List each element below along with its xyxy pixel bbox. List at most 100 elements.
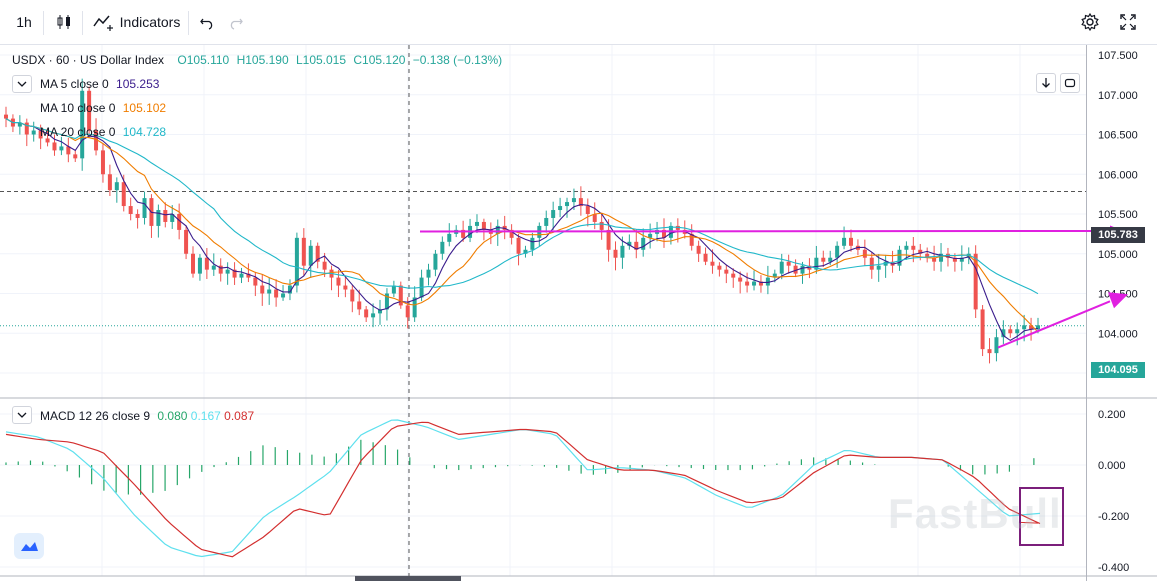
candle-body (211, 265, 216, 270)
candle-body (31, 130, 36, 135)
candle-body (301, 237, 306, 266)
macd-line (5, 419, 1041, 558)
macd-axis-tick: -0.400 (1098, 562, 1129, 574)
candle-body (315, 245, 320, 262)
chevron-down-icon (17, 81, 27, 87)
ma20-label: MA 20 close 0 (40, 125, 116, 139)
candle-body (461, 229, 466, 238)
undo-button[interactable] (195, 8, 219, 36)
candle-body (336, 277, 341, 286)
candle-body (724, 269, 729, 274)
candle-body (447, 233, 452, 242)
candle-body (253, 277, 258, 286)
candle-body (218, 265, 223, 274)
fullscreen-button[interactable] (1114, 8, 1142, 36)
price-axis-tick: 107.000 (1098, 90, 1138, 102)
indicators-icon (93, 15, 113, 31)
candle-body (1001, 329, 1006, 338)
gear-icon (1081, 12, 1099, 32)
candle-body (592, 214, 597, 222)
candle-body (495, 225, 500, 234)
macd-label: MACD 12 26 close 9 (40, 409, 151, 423)
indicators-button[interactable]: Indicators (88, 8, 184, 36)
collapse-macd-button[interactable] (12, 406, 32, 424)
candle-body (412, 297, 417, 318)
collapse-indicators-button[interactable] (12, 75, 32, 93)
candle-body (932, 257, 937, 262)
candle-body (267, 289, 272, 294)
candle-body (641, 237, 646, 250)
candle-body (350, 289, 355, 302)
candle-body (752, 281, 757, 286)
candle-body (828, 257, 833, 262)
candle-body (163, 210, 168, 222)
candle-body (703, 253, 708, 262)
candle-body (440, 241, 445, 254)
candle-body (1022, 325, 1027, 330)
ma10-legend: MA 10 close 0 105.102 (40, 101, 166, 115)
candle-body (1029, 325, 1034, 330)
candle-body (274, 289, 279, 298)
time-axis-highlight (355, 576, 461, 581)
candle-body (835, 245, 840, 258)
ma20-line (5, 118, 1039, 295)
candle-body (114, 182, 119, 191)
candle-body (675, 225, 680, 230)
candle-body (606, 229, 611, 250)
top-toolbar: 1h Indicators (0, 0, 1157, 45)
candle-body (516, 237, 521, 254)
candle-body (38, 130, 43, 139)
candle-body (772, 273, 777, 278)
candle-body (59, 146, 64, 151)
macd-axis-tick: 0.200 (1098, 409, 1126, 421)
candle-body (17, 122, 22, 127)
settings-button[interactable] (1076, 8, 1104, 36)
candle-body (571, 198, 576, 203)
chart-style-button[interactable] (50, 8, 78, 36)
candle-body (599, 221, 604, 230)
candle-body (142, 198, 147, 218)
macd-legend: MACD 12 26 close 9 0.080 0.167 0.087 (40, 409, 254, 423)
candle-body (225, 269, 230, 274)
candle-body (433, 253, 438, 270)
candle-body (523, 249, 528, 254)
ma20-value: 104.728 (122, 125, 167, 139)
ma5-label: MA 5 close 0 (40, 77, 109, 91)
candle-body (689, 233, 694, 246)
redo-button[interactable] (224, 8, 248, 36)
scroll-down-button[interactable] (1036, 73, 1056, 93)
candle-body (177, 214, 182, 230)
candle-body (73, 154, 78, 159)
candle-body (121, 182, 126, 207)
candle-body (918, 249, 923, 254)
candle-body (925, 253, 930, 258)
candle-body (661, 229, 666, 238)
candle-body (1008, 329, 1013, 334)
candle-body (80, 90, 85, 159)
candle-body (911, 245, 916, 250)
macd-axis-tick: -0.200 (1098, 511, 1129, 523)
horizontal-ray-line (419, 229, 1113, 233)
chevron-down-icon (17, 412, 27, 418)
signal-marker (1019, 521, 1039, 524)
candle-body (481, 221, 486, 230)
candle-body (128, 206, 133, 214)
toolbar-divider (43, 11, 44, 35)
candle-body (862, 249, 867, 258)
candle-body (585, 206, 590, 214)
trend-arrow-arrowhead (1108, 292, 1128, 309)
candle-body (952, 257, 957, 262)
chart-canvas[interactable]: 107.500 107.000 106.500 106.000 105.500 105.0… (0, 45, 1157, 581)
undo-icon (200, 18, 213, 30)
reset-scale-button[interactable] (1060, 73, 1080, 93)
candle-body (758, 281, 763, 286)
macd-axis-tick: 0.000 (1098, 460, 1126, 472)
toolbar-divider (188, 11, 189, 35)
candle-body (52, 142, 57, 151)
tradingview-logo[interactable] (14, 533, 44, 559)
candle-body (287, 285, 292, 294)
interval-button[interactable]: 1h (16, 14, 32, 30)
macd-value-2: 0.167 (190, 409, 221, 423)
redo-icon (230, 18, 243, 30)
candle-body (786, 261, 791, 266)
